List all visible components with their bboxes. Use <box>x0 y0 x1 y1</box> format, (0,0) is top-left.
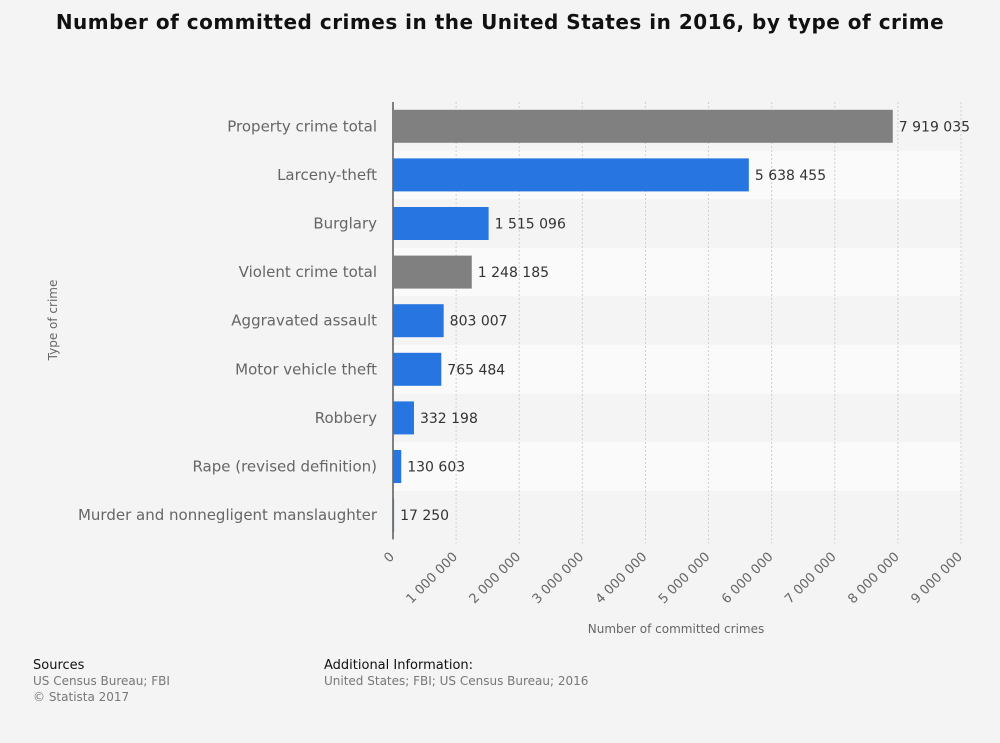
bar <box>393 352 442 386</box>
y-axis-title: Type of crime <box>46 280 60 362</box>
bar <box>393 255 472 289</box>
x-tick-label: 5 000 000 <box>656 550 713 607</box>
x-tick-label: 0 <box>381 550 397 566</box>
value-label: 1 515 096 <box>495 217 566 233</box>
chart-title: Number of committed crimes in the United… <box>55 10 945 34</box>
row-band <box>393 345 961 394</box>
sources-heading: Sources <box>33 658 85 673</box>
row-band <box>393 442 961 491</box>
additional-info-line: United States; FBI; US Census Bureau; 20… <box>324 674 589 688</box>
bar <box>393 498 395 532</box>
value-label: 130 603 <box>407 460 465 476</box>
bar <box>393 109 893 143</box>
additional-info-block: Additional Information: United States; F… <box>324 658 588 689</box>
bar-chart: Property crime total Larceny-theft Burglar… <box>46 102 970 636</box>
category-label: Property crime total <box>227 117 377 135</box>
x-tick-label: 1 000 000 <box>404 550 461 607</box>
sources-line: US Census Bureau; FBI <box>33 674 170 688</box>
value-label: 332 198 <box>420 411 478 427</box>
x-tick-label: 6 000 000 <box>719 550 776 607</box>
value-label: 803 007 <box>450 314 508 330</box>
value-label: 1 248 185 <box>478 265 549 281</box>
bars <box>393 109 893 532</box>
x-tick-label: 2 000 000 <box>467 550 524 607</box>
category-label: Violent crime total <box>239 263 377 281</box>
x-tick-label: 3 000 000 <box>530 550 587 607</box>
category-label: Larceny-theft <box>277 166 377 184</box>
sources-block: Sources US Census Bureau; FBI © Statista… <box>33 658 170 705</box>
category-label: Murder and nonnegligent manslaughter <box>78 506 378 524</box>
category-labels: Property crime total Larceny-theft Burglar… <box>78 117 378 524</box>
x-tick-label: 4 000 000 <box>593 550 650 607</box>
copyright-line: © Statista 2017 <box>33 690 130 704</box>
value-label: 5 638 455 <box>755 168 826 184</box>
bar <box>393 450 402 483</box>
bar <box>393 158 749 192</box>
category-label: Aggravated assault <box>231 312 377 330</box>
category-label: Motor vehicle theft <box>235 360 377 378</box>
additional-info-heading: Additional Information: <box>324 658 474 673</box>
category-label: Burglary <box>313 215 377 233</box>
x-tick-label: 8 000 000 <box>845 550 902 607</box>
row-band <box>393 247 961 297</box>
bar <box>393 401 414 435</box>
value-label: 17 250 <box>400 508 449 524</box>
category-label: Rape (revised definition) <box>192 458 377 476</box>
bar <box>393 207 489 240</box>
value-label: 765 484 <box>447 362 505 378</box>
x-tick-label: 7 000 000 <box>782 550 839 607</box>
x-axis-title: Number of committed crimes <box>588 622 764 636</box>
x-tick-label: 9 000 000 <box>908 550 965 607</box>
value-labels: 7 919 035 5 638 455 1 515 096 1 248 185 803 … <box>400 119 970 524</box>
value-label: 7 919 035 <box>899 119 970 135</box>
tick-labels: 0 1 000 000 2 000 000 3 000 000 4 000 000 5 0… <box>381 550 965 607</box>
category-label: Robbery <box>315 409 377 427</box>
bar <box>393 304 444 338</box>
